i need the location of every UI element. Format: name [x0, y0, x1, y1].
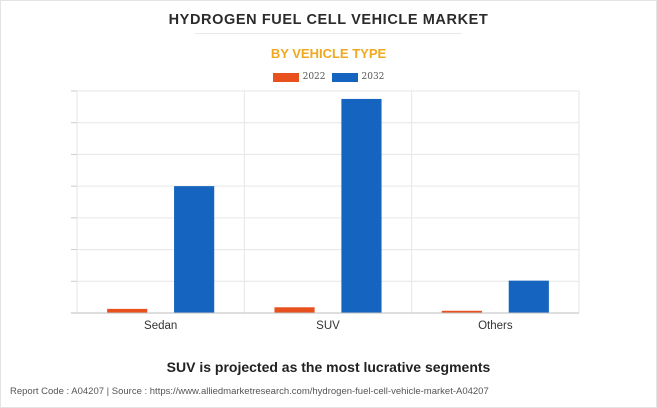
legend-label-2022: 2022 — [302, 72, 326, 82]
chart-subtitle: BY VEHICLE TYPE — [270, 46, 387, 61]
x-tick-label: Others — [478, 320, 513, 332]
title-divider — [195, 33, 462, 34]
legend-swatch-2032 — [331, 72, 358, 82]
footer-source: Report Code : A04207 | Source : https://… — [10, 386, 489, 397]
legend: 2022 2032 — [0, 72, 657, 82]
bar-2032-suv — [341, 98, 382, 313]
legend-label-2032: 2032 — [361, 72, 385, 82]
legend-item-2022[interactable]: 2022 — [272, 72, 326, 82]
legend-item-2032[interactable]: 2032 — [331, 72, 385, 82]
bar-2032-others — [508, 280, 549, 313]
chart-headline: SUV is projected as the most lucrative s… — [166, 359, 491, 375]
x-tick-label: Sedan — [144, 320, 177, 332]
chart-title: HYDROGEN FUEL CELL VEHICLE MARKET — [168, 12, 489, 28]
bar-2022-suv — [274, 307, 315, 313]
bar-2022-sedan — [107, 308, 148, 313]
bar-2032-sedan — [174, 186, 215, 313]
legend-swatch-2022 — [272, 72, 299, 82]
bar-2022-others — [441, 310, 482, 313]
x-tick-label: SUV — [316, 320, 340, 332]
